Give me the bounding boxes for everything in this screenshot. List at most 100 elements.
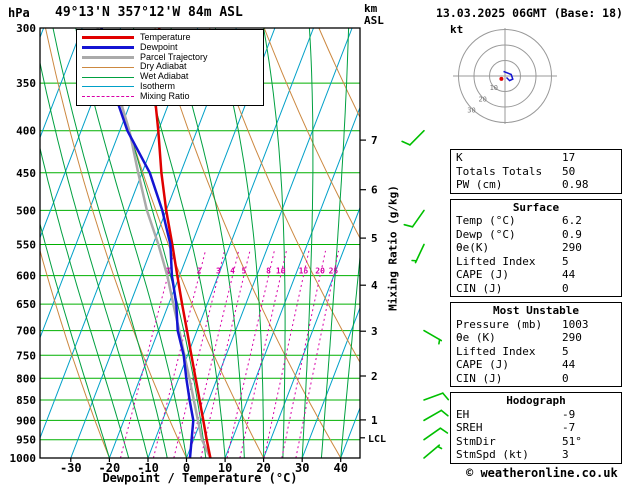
storm-motion-marker — [499, 76, 504, 81]
row-value: 17 — [562, 151, 576, 164]
svg-text:20: 20 — [315, 267, 325, 276]
plot-border — [39, 27, 361, 459]
svg-text:850: 850 — [16, 394, 36, 407]
legend-label: Dewpoint — [140, 41, 178, 52]
row-value: 1003 — [562, 317, 589, 331]
svg-text:650: 650 — [16, 298, 36, 311]
table-row: Lifted Index 5 — [451, 255, 621, 269]
hodograph-ring — [489, 60, 521, 92]
svg-text:2: 2 — [197, 267, 202, 276]
svg-text:450: 450 — [16, 167, 36, 180]
pressure-tick-labels: 300 350 400 450 500 550 600 650 700 750 800 850 900 9… — [10, 22, 37, 465]
row-value: 3 — [562, 448, 569, 461]
row-label: SREH — [456, 421, 483, 434]
temperature-tick-labels: -30 -20 -10 0 10 20 30 40 — [60, 458, 348, 475]
station-title: 49°13'N 357°12'W 84m ASL — [55, 5, 243, 20]
legend-item-wet-adiabat: Wet Adiabat — [82, 71, 258, 82]
parcel-line-swatch — [82, 55, 134, 59]
hodograph-ring — [458, 29, 552, 123]
table-row: Lifted Index 5 — [451, 345, 621, 359]
hodograph-trace — [503, 70, 514, 82]
table-row: StmSpd (kt) 3 — [451, 448, 621, 462]
svg-text:-30: -30 — [60, 461, 82, 475]
legend-item-temperature: Temperature — [82, 32, 258, 43]
km-label: km — [364, 2, 378, 15]
isotherm-line-swatch — [82, 86, 134, 88]
legend-label: Isotherm — [140, 80, 176, 91]
svg-text:7: 7 — [371, 134, 378, 147]
mixing-ratio-line-swatch — [82, 96, 134, 98]
row-label: CAPE (J) — [456, 268, 509, 281]
row-value: 44 — [562, 268, 576, 281]
row-value: 0.9 — [562, 227, 582, 241]
svg-text:1000: 1000 — [10, 452, 37, 465]
row-value: 0 — [562, 371, 569, 385]
row-label: PW (cm) — [456, 178, 503, 191]
legend-item-dewpoint: Dewpoint — [82, 41, 258, 53]
row-label: CIN (J) — [456, 371, 503, 385]
table-row: CAPE (J) 44 — [451, 358, 621, 372]
row-value: 6.2 — [562, 214, 582, 227]
svg-text:8: 8 — [266, 267, 271, 276]
svg-text:5: 5 — [371, 232, 378, 245]
row-label: θe(K) — [456, 241, 490, 254]
row-value: -7 — [562, 421, 576, 434]
svg-text:10: 10 — [276, 267, 286, 276]
table-row: θe(K) 290 — [451, 241, 621, 255]
mixing-ratio-axis-title: Mixing Ratio (g/kg) — [386, 185, 400, 311]
svg-text:30: 30 — [295, 461, 309, 475]
mixing-ratio-value-labels: 1 2 3 4 5 8 10 15 20 25 — [165, 267, 338, 276]
parcel-trajectory-line — [96, 28, 212, 458]
svg-text:25: 25 — [329, 267, 339, 276]
row-label: K — [456, 151, 463, 164]
legend-item-parcel: Parcel Trajectory — [82, 52, 258, 63]
surface-table-title: Surface — [512, 200, 560, 214]
legend-label: Dry Adiabat — [140, 61, 187, 72]
table-row: Temp (°C) 6.2 — [451, 214, 621, 228]
mixing-ratio-lines — [120, 250, 340, 458]
row-value: -9 — [562, 407, 576, 421]
svg-text:950: 950 — [16, 434, 36, 447]
stats-panel: K 17 Totals Totals 50 PW (cm) 0.98 Surfa… — [450, 149, 622, 469]
svg-text:350: 350 — [16, 77, 36, 90]
most-unstable-table: Most Unstable Pressure (mb) 1003 θe (K) … — [450, 302, 622, 387]
legend-label: Temperature — [140, 32, 191, 42]
svg-text:-20: -20 — [99, 461, 121, 475]
svg-text:900: 900 — [16, 414, 36, 427]
legend-item-mixing-ratio: Mixing Ratio — [82, 91, 258, 102]
pressure-axis-unit-label: hPa — [8, 6, 30, 20]
hodograph-table: Hodograph EH -9 SREH -7 StmDir 51° StmSp… — [450, 392, 622, 464]
hodograph-unit-label: kt — [450, 23, 464, 36]
row-label: Pressure (mb) — [456, 317, 543, 331]
most-unstable-table-title: Most Unstable — [492, 304, 580, 317]
x-axis-title: Dewpoint / Temperature (°C) — [102, 471, 298, 485]
row-label: Lifted Index — [456, 254, 536, 268]
legend-item-dry-adiabat: Dry Adiabat — [82, 62, 258, 72]
svg-text:550: 550 — [16, 239, 36, 252]
row-label: Dewp (°C) — [456, 227, 516, 241]
svg-text:6: 6 — [371, 184, 378, 197]
row-value: 44 — [562, 358, 576, 371]
km-axis-ticks: 1 2 3 4 5 6 7 LCL — [360, 134, 386, 445]
svg-text:0: 0 — [183, 461, 190, 475]
svg-text:-10: -10 — [137, 461, 159, 475]
table-row: EH -9 — [451, 408, 621, 422]
asl-label: ASL — [364, 14, 384, 27]
legend-label: Wet Adiabat — [140, 71, 189, 82]
row-label: StmSpd (kt) — [456, 448, 529, 461]
table-row: Pressure (mb) 1003 — [451, 318, 621, 332]
svg-text:LCL: LCL — [368, 434, 386, 445]
table-row: K 17 — [451, 151, 621, 165]
svg-text:3: 3 — [371, 325, 378, 338]
svg-text:4: 4 — [371, 279, 378, 292]
dewpoint-line-swatch — [82, 46, 134, 50]
table-row: StmDir 51° — [451, 435, 621, 449]
hodograph-ring-label: 30 — [467, 107, 475, 115]
row-value: 290 — [562, 241, 582, 254]
hodograph-table-title: Hodograph — [506, 394, 566, 407]
row-value: 0.98 — [562, 178, 589, 191]
temperature-line — [152, 28, 212, 458]
row-value: 5 — [562, 344, 569, 358]
svg-text:5: 5 — [241, 267, 246, 276]
